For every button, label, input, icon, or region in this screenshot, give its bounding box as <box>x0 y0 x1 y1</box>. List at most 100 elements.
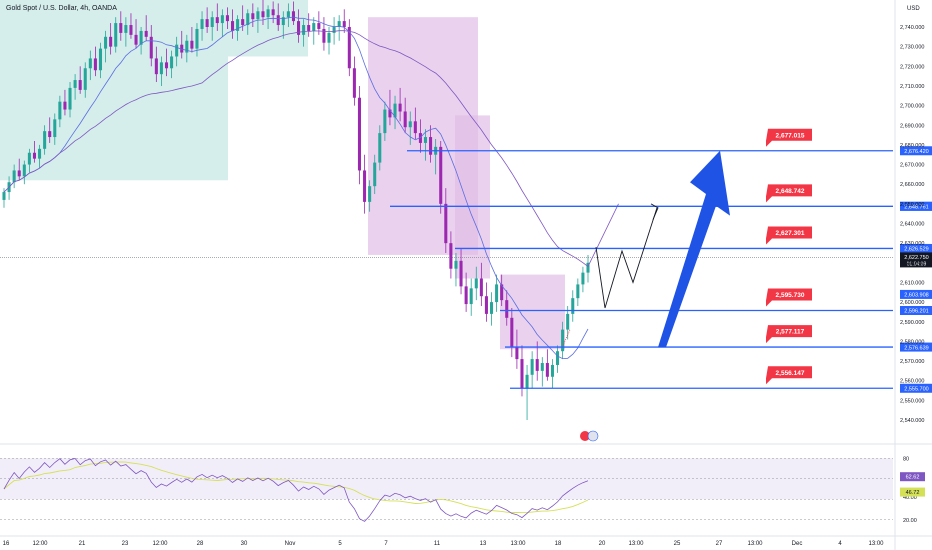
candle-body <box>581 272 585 285</box>
candle-body <box>479 278 483 297</box>
candle-body <box>403 111 407 128</box>
candle-body <box>83 68 87 90</box>
candle <box>159 56 163 86</box>
candle-body <box>134 34 138 45</box>
candle <box>297 9 301 43</box>
candle-body <box>159 62 163 75</box>
candle <box>271 1 275 24</box>
candle <box>195 23 199 57</box>
candle <box>164 48 169 77</box>
candle <box>302 19 306 47</box>
candle-body <box>302 25 306 35</box>
candle <box>129 13 133 39</box>
candle-body <box>190 40 194 49</box>
candle-body <box>261 11 265 18</box>
candle-body <box>515 347 519 360</box>
candle-body <box>378 133 382 163</box>
candle <box>418 119 422 153</box>
y-tick-label: 2,580.000 <box>900 339 924 345</box>
candle <box>510 307 514 358</box>
y-tick-label: 2,640.000 <box>900 222 924 228</box>
candle <box>576 278 580 307</box>
candle-body <box>144 30 148 37</box>
candle-body <box>170 56 174 69</box>
candle-body <box>63 101 67 110</box>
candle <box>525 364 529 420</box>
candle-body <box>368 186 372 202</box>
level-label-bg <box>766 226 812 245</box>
level-label: 2,627.301 <box>776 230 805 237</box>
event-icon <box>580 431 590 441</box>
rsi-axis-label: 40.00 <box>903 495 917 501</box>
candle <box>48 117 52 143</box>
candle-body <box>241 19 245 26</box>
ma-slow-line <box>3 30 619 268</box>
candle <box>378 125 382 171</box>
candle <box>495 274 499 312</box>
y-tick-label: 2,700.000 <box>900 104 924 110</box>
y-tick-label: 2,710.000 <box>900 84 924 90</box>
candle-body <box>180 44 184 53</box>
candle-body <box>220 15 224 24</box>
x-tick-label: 16 <box>3 541 10 547</box>
candle-body <box>32 152 36 159</box>
candle-body <box>454 260 458 269</box>
candle-body <box>312 23 316 31</box>
candle-body <box>469 288 473 305</box>
candle-body <box>423 137 428 143</box>
level-label: 2,556.147 <box>776 370 805 377</box>
candle-body <box>256 11 260 20</box>
candle-body <box>73 80 77 88</box>
candle-body <box>27 152 31 165</box>
candle-body <box>332 27 336 33</box>
rsi-value: 62.62 <box>906 475 920 481</box>
candle-body <box>545 363 549 377</box>
candle-body <box>408 121 412 128</box>
candle <box>357 85 362 185</box>
candle-body <box>398 103 402 112</box>
candle-body <box>88 58 92 69</box>
purple-zone <box>455 115 490 279</box>
candle-body <box>307 25 311 31</box>
candle <box>449 231 453 279</box>
x-tick-label: 18 <box>555 541 562 547</box>
candle-body <box>17 170 21 177</box>
candle-body <box>124 25 128 33</box>
candle-body <box>484 296 488 314</box>
candle <box>383 101 387 141</box>
candle-body <box>149 36 153 59</box>
candle <box>2 188 6 208</box>
y-tick-label: 2,590.000 <box>900 320 924 326</box>
axis-level-tag <box>900 383 932 393</box>
candle <box>93 46 97 77</box>
candle <box>58 95 62 128</box>
candle <box>388 89 392 126</box>
candle <box>53 113 57 145</box>
rsi-ma-value: 46.72 <box>906 490 920 496</box>
candle <box>236 15 240 41</box>
axis-extra-tag <box>900 201 932 211</box>
candle <box>489 292 494 326</box>
level-label: 2,648.742 <box>776 188 805 195</box>
candle <box>571 290 575 322</box>
candle <box>119 11 123 41</box>
x-tick-label: 7 <box>384 541 388 547</box>
candle <box>500 274 504 307</box>
candle <box>200 11 204 41</box>
candle <box>337 15 341 41</box>
candle-body <box>246 13 250 26</box>
candle <box>286 3 290 27</box>
candle <box>408 111 412 145</box>
candle-body <box>439 146 443 204</box>
candle <box>43 125 47 155</box>
candle-body <box>291 11 295 22</box>
candle <box>246 9 250 35</box>
candle-body <box>363 170 367 202</box>
candle-body <box>297 21 301 35</box>
x-tick-label: 5 <box>338 541 342 547</box>
candle <box>266 5 270 29</box>
candle <box>73 74 77 100</box>
candle-body <box>571 298 575 314</box>
candle <box>114 17 118 53</box>
candle-body <box>38 148 42 159</box>
